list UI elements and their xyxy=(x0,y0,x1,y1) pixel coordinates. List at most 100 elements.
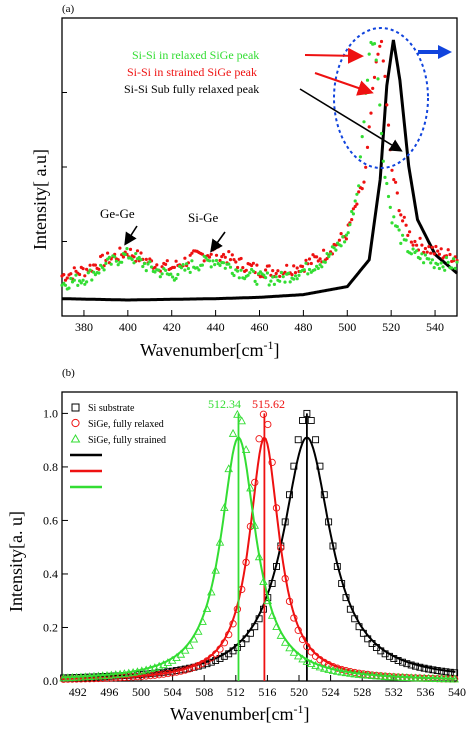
point-strained xyxy=(316,259,320,263)
point-relaxed xyxy=(248,271,252,275)
point-strained xyxy=(81,267,85,271)
point-relaxed xyxy=(67,286,71,290)
point-relaxed xyxy=(158,275,162,279)
point-strained xyxy=(267,264,271,268)
point-strained xyxy=(255,263,259,267)
point-relaxed xyxy=(386,194,391,199)
point-relaxed xyxy=(288,280,292,284)
arrow-substrate xyxy=(299,88,403,152)
point-relaxed xyxy=(274,275,278,279)
point-relaxed xyxy=(223,266,227,270)
point-strained xyxy=(214,253,219,257)
marker-si-substrate xyxy=(294,436,302,444)
x-tick-label: 508 xyxy=(195,685,213,699)
point-relaxed xyxy=(411,247,415,251)
point-relaxed xyxy=(341,235,345,239)
point-strained xyxy=(364,165,368,169)
point-relaxed xyxy=(439,261,443,265)
point-strained xyxy=(106,251,110,255)
point-relaxed xyxy=(443,268,447,272)
marker-sige-strained xyxy=(211,565,220,574)
point-relaxed xyxy=(327,254,331,259)
point-relaxed xyxy=(409,252,413,256)
point-relaxed xyxy=(125,247,129,251)
point-strained xyxy=(118,246,122,250)
x-tick-label: 512 xyxy=(227,685,245,699)
point-relaxed xyxy=(355,192,359,196)
point-relaxed xyxy=(295,277,299,281)
point-relaxed xyxy=(297,273,301,277)
point-relaxed xyxy=(102,268,106,272)
point-strained xyxy=(88,263,92,267)
point-relaxed xyxy=(379,131,384,136)
marker-sige-relaxed xyxy=(264,420,272,429)
point-strained xyxy=(278,274,282,278)
point-strained xyxy=(227,250,231,254)
point-strained xyxy=(250,263,254,268)
marker-si-substrate xyxy=(307,417,315,424)
point-relaxed xyxy=(188,270,192,274)
point-relaxed xyxy=(334,248,338,252)
point-strained xyxy=(239,256,243,261)
point-strained xyxy=(65,276,69,280)
point-relaxed xyxy=(432,266,436,270)
point-strained xyxy=(62,273,66,277)
fit-line xyxy=(61,436,456,679)
point-strained xyxy=(371,86,375,90)
point-strained xyxy=(121,255,125,259)
point-relaxed xyxy=(404,238,408,242)
x-tick-label: 520 xyxy=(382,320,400,334)
panel-b-legend: Si substrate SiGe, fully relaxed SiGe, f… xyxy=(70,403,166,489)
x-tick-label: 420 xyxy=(163,320,181,334)
point-relaxed xyxy=(153,270,157,274)
point-relaxed xyxy=(390,221,394,225)
point-relaxed xyxy=(104,261,108,265)
point-strained xyxy=(446,248,450,252)
point-relaxed xyxy=(218,263,222,267)
point-relaxed xyxy=(211,259,215,263)
panel-a-label: (a) xyxy=(62,3,75,15)
point-relaxed xyxy=(401,233,405,237)
point-strained xyxy=(85,267,89,271)
legend-label-si: Si substrate xyxy=(88,403,135,414)
point-strained xyxy=(318,257,322,261)
point-strained xyxy=(413,239,417,244)
y-tick-label: 0.2 xyxy=(43,620,58,634)
point-strained xyxy=(362,180,366,184)
point-relaxed xyxy=(271,275,275,279)
point-strained xyxy=(418,236,422,240)
point-relaxed xyxy=(164,268,168,272)
point-relaxed xyxy=(130,257,134,262)
point-relaxed xyxy=(453,266,457,270)
y-tick-label: 0.8 xyxy=(43,460,58,474)
point-strained xyxy=(401,219,405,223)
annotation-strained: Si-Si in strained SiGe peak xyxy=(127,65,257,79)
point-strained xyxy=(304,258,308,262)
point-strained xyxy=(390,168,394,172)
point-strained xyxy=(351,207,355,211)
point-relaxed xyxy=(272,282,276,286)
point-strained xyxy=(411,243,415,247)
peak-label-green: 512.34 xyxy=(208,397,241,411)
marker-sige-strained xyxy=(241,445,251,453)
point-relaxed xyxy=(344,233,348,237)
point-relaxed xyxy=(286,271,291,275)
point-strained xyxy=(355,202,359,206)
panel-a: (a) 380 400 420 440 460 480 500 520 540 Si-Si in… xyxy=(30,3,459,360)
x-tick-label: 500 xyxy=(338,320,356,334)
point-strained xyxy=(78,272,82,277)
point-strained xyxy=(69,272,73,276)
point-relaxed xyxy=(81,278,85,282)
point-strained xyxy=(404,223,408,227)
point-relaxed xyxy=(141,264,145,269)
point-relaxed xyxy=(109,262,113,266)
point-relaxed xyxy=(353,199,357,203)
point-relaxed xyxy=(97,271,101,275)
point-strained xyxy=(165,259,169,263)
point-relaxed xyxy=(171,275,175,279)
point-relaxed xyxy=(148,260,152,264)
point-relaxed xyxy=(209,265,213,269)
point-strained xyxy=(415,243,419,247)
point-relaxed xyxy=(253,279,257,283)
